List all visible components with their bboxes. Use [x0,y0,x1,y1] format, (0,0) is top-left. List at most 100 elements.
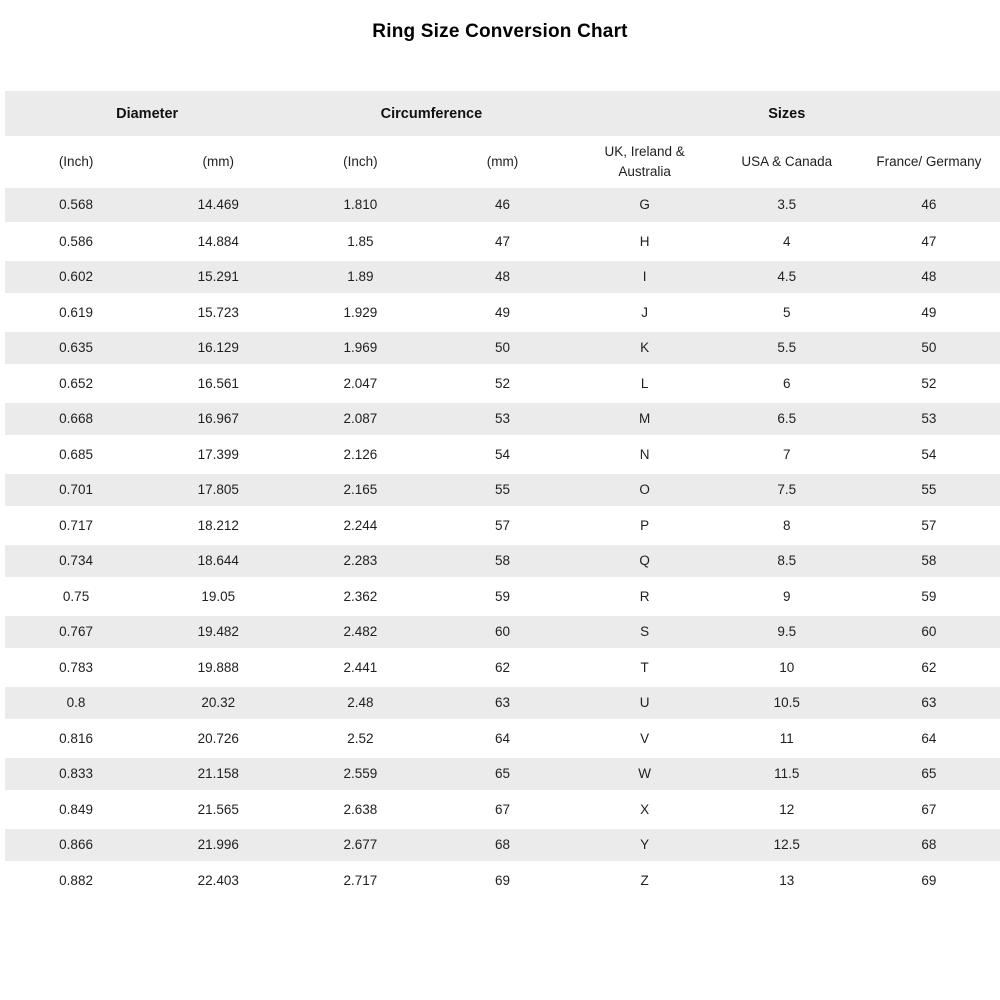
table-body: 0.568 14.469 1.810 46 G 3.5 46 0.586 14.884 1.85 4… [5,188,1000,900]
table-cell: 65 [431,756,574,794]
table-row: 0.866 21.996 2.677 68 Y 12.5 68 [5,827,1000,865]
table-cell: 50 [431,330,574,368]
table-cell: 19.05 [147,578,290,616]
table-cell: 69 [431,862,574,900]
table-row: 0.783 19.888 2.441 62 T 10 62 [5,649,1000,687]
table-cell: V [573,720,716,758]
table-cell: 1.89 [289,259,432,297]
group-header-diameter: Diameter [5,91,290,136]
table-cell: 2.047 [289,365,432,403]
table-cell: 52 [857,365,1000,403]
table-row: 0.816 20.726 2.52 64 V 11 64 [5,720,1000,758]
column-header-mm: (mm) [431,136,574,188]
table-row: 0.849 21.565 2.638 67 X 12 67 [5,791,1000,829]
table-cell: 7.5 [715,472,858,510]
table-cell: 0.701 [5,472,148,510]
table-cell: 10.5 [715,685,858,723]
table-cell: 63 [431,685,574,723]
table-cell: 60 [431,614,574,652]
table-cell: 2.677 [289,827,432,865]
table-cell: Z [573,862,716,900]
table-row: 0.75 19.05 2.362 59 R 9 59 [5,578,1000,616]
table-cell: 1.810 [289,188,432,226]
table-cell: 0.8 [5,685,148,723]
table-cell: 21.996 [147,827,290,865]
table-cell: 47 [431,223,574,261]
column-header-mm: (mm) [147,136,290,188]
table-cell: 0.75 [5,578,148,616]
table-cell: 12 [715,791,858,829]
table-cell: Y [573,827,716,865]
table-cell: 49 [431,294,574,332]
table-row: 0.882 22.403 2.717 69 Z 13 69 [5,862,1000,900]
table-cell: 2.244 [289,507,432,545]
table-row: 0.767 19.482 2.482 60 S 9.5 60 [5,614,1000,652]
table-cell: I [573,259,716,297]
column-header-row: (Inch) (mm) (Inch) (mm) UK, Ireland & Austra… [5,136,1000,188]
table-cell: W [573,756,716,794]
table-cell: 1.969 [289,330,432,368]
table-cell: L [573,365,716,403]
table-cell: 9 [715,578,858,616]
column-header-inch: (Inch) [289,136,432,188]
table-row: 0.635 16.129 1.969 50 K 5.5 50 [5,330,1000,368]
table-cell: 1.85 [289,223,432,261]
table-cell: 0.849 [5,791,148,829]
table-cell: 0.717 [5,507,148,545]
table-cell: 11.5 [715,756,858,794]
table-cell: 68 [431,827,574,865]
table-cell: 5 [715,294,858,332]
table-row: 0.668 16.967 2.087 53 M 6.5 53 [5,401,1000,439]
table-cell: 10 [715,649,858,687]
table-cell: 2.283 [289,543,432,581]
group-header-row: Diameter Circumference Sizes [5,91,1000,136]
table-cell: 48 [431,259,574,297]
table-row: 0.568 14.469 1.810 46 G 3.5 46 [5,188,1000,226]
table-row: 0.717 18.212 2.244 57 P 8 57 [5,507,1000,545]
table-cell: 64 [857,720,1000,758]
ring-size-table-container: Diameter Circumference Sizes (Inch) (mm) (In… [0,91,1000,900]
table-cell: K [573,330,716,368]
table-cell: 47 [857,223,1000,261]
table-cell: 4.5 [715,259,858,297]
table-cell: O [573,472,716,510]
table-cell: 49 [857,294,1000,332]
table-cell: 16.967 [147,401,290,439]
table-cell: J [573,294,716,332]
table-cell: 13 [715,862,858,900]
table-cell: 0.568 [5,188,148,226]
page-title: Ring Size Conversion Chart [372,21,628,42]
table-cell: 55 [857,472,1000,510]
table-cell: 2.087 [289,401,432,439]
table-cell: 46 [857,188,1000,226]
table-cell: 0.734 [5,543,148,581]
table-cell: 2.638 [289,791,432,829]
table-cell: 16.561 [147,365,290,403]
table-row: 0.619 15.723 1.929 49 J 5 49 [5,294,1000,332]
table-cell: 0.635 [5,330,148,368]
table-cell: 60 [857,614,1000,652]
table-cell: 15.723 [147,294,290,332]
table-cell: 62 [857,649,1000,687]
table-cell: 53 [857,401,1000,439]
table-cell: 58 [857,543,1000,581]
table-cell: 57 [431,507,574,545]
table-cell: 50 [857,330,1000,368]
table-cell: 0.833 [5,756,148,794]
table-cell: R [573,578,716,616]
table-cell: 57 [857,507,1000,545]
table-cell: 0.767 [5,614,148,652]
table-cell: 11 [715,720,858,758]
table-cell: 62 [431,649,574,687]
table-row: 0.8 20.32 2.48 63 U 10.5 63 [5,685,1000,723]
table-cell: 2.126 [289,436,432,474]
table-cell: 2.717 [289,862,432,900]
table-cell: 48 [857,259,1000,297]
table-cell: 14.884 [147,223,290,261]
table-cell: 15.291 [147,259,290,297]
table-cell: 67 [857,791,1000,829]
table-cell: 17.805 [147,472,290,510]
table-cell: 0.652 [5,365,148,403]
table-cell: 2.482 [289,614,432,652]
column-header-inch: (Inch) [5,136,148,188]
